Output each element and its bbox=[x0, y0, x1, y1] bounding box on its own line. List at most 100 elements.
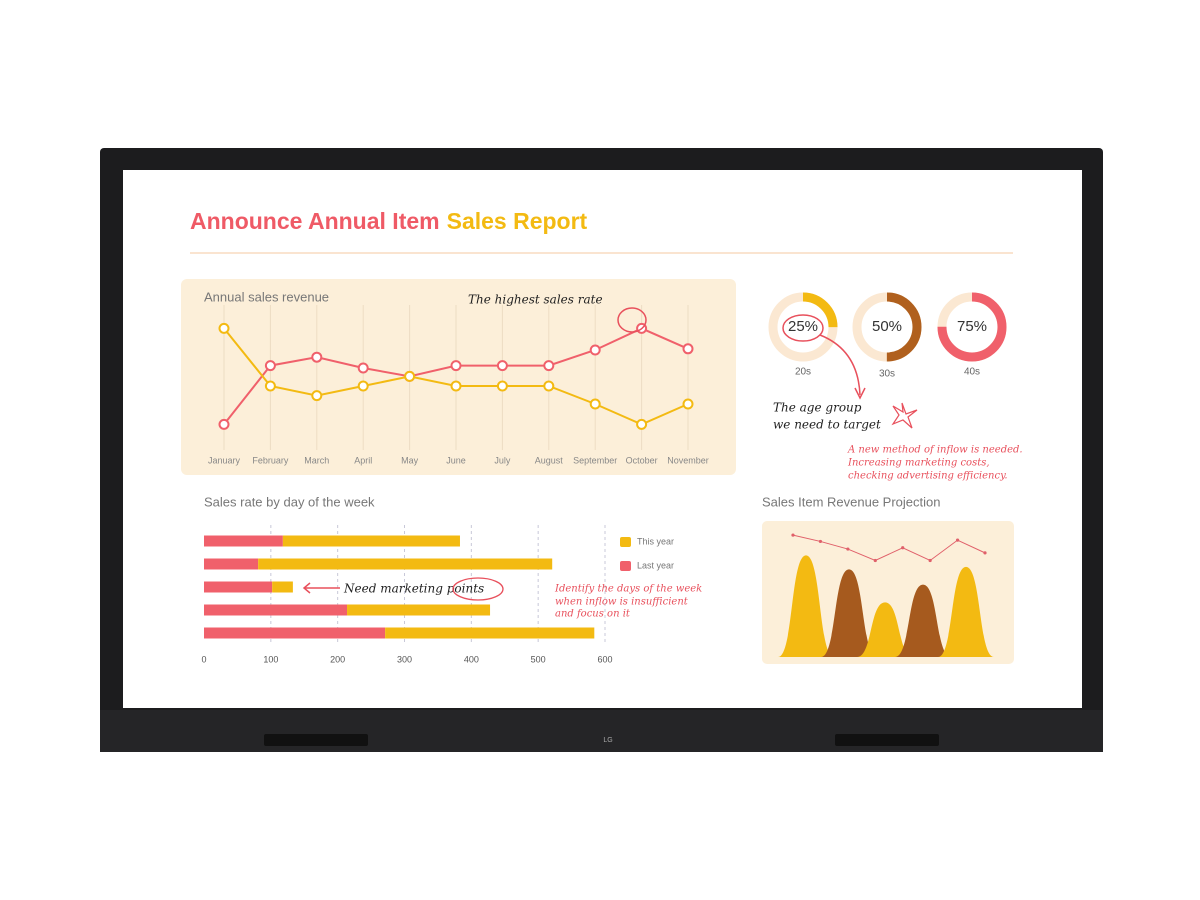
speaker bbox=[835, 734, 939, 746]
donut-value-label: 25% bbox=[788, 318, 818, 335]
speaker bbox=[264, 734, 368, 746]
legend-swatch bbox=[620, 561, 631, 571]
trend-point bbox=[818, 539, 823, 544]
bar-segment bbox=[272, 581, 293, 593]
annotation: we need to target bbox=[773, 418, 881, 432]
annotation: The highest sales rate bbox=[468, 293, 603, 307]
annotations: The highest sales rate The age group we … bbox=[302, 293, 1023, 620]
annotation-star bbox=[891, 402, 918, 429]
x-tick-label: September bbox=[573, 455, 617, 465]
trend-point bbox=[791, 533, 795, 537]
annotation-circle bbox=[452, 577, 504, 601]
annotation: when inflow is insufficient bbox=[555, 597, 689, 608]
bar-segment bbox=[282, 535, 460, 547]
x-tick-label: 600 bbox=[597, 654, 612, 664]
point bbox=[311, 390, 323, 402]
x-tick-label: July bbox=[494, 455, 511, 465]
annotation: Need marketing points bbox=[343, 582, 484, 596]
annotation: checking advertising efficiency. bbox=[848, 471, 1008, 482]
point bbox=[496, 360, 508, 372]
donut-arc bbox=[852, 292, 922, 362]
x-tick-label: 200 bbox=[330, 654, 345, 664]
x-tick-label: February bbox=[252, 455, 289, 465]
bar-segment bbox=[204, 535, 283, 547]
donut-arc bbox=[768, 292, 838, 362]
legend-label: Last year bbox=[637, 560, 674, 570]
x-tick-label: January bbox=[208, 455, 241, 465]
point bbox=[218, 322, 230, 334]
x-tick-label: April bbox=[354, 455, 372, 465]
annotation-arrow bbox=[302, 582, 340, 594]
donut-category: 30s bbox=[879, 369, 895, 380]
title-main: Announce Annual Item bbox=[190, 208, 440, 234]
bar-segment bbox=[204, 558, 259, 570]
point bbox=[636, 418, 648, 430]
trend-point bbox=[983, 551, 987, 555]
point bbox=[404, 370, 416, 382]
point bbox=[218, 418, 230, 430]
peak bbox=[857, 602, 913, 657]
point bbox=[589, 344, 601, 356]
annotation-circle bbox=[617, 307, 647, 333]
point bbox=[543, 380, 555, 392]
bar-segment bbox=[385, 627, 595, 639]
legend-label: This year bbox=[637, 536, 674, 546]
trend-point bbox=[846, 547, 850, 551]
point bbox=[543, 360, 555, 372]
x-tick-label: 500 bbox=[531, 654, 546, 664]
annotation-circle bbox=[782, 314, 824, 342]
donut-value-label: 75% bbox=[957, 318, 987, 335]
x-tick-label: 400 bbox=[464, 654, 479, 664]
chart-title: Sales rate by day of the week bbox=[204, 494, 375, 509]
donut-category: 40s bbox=[964, 367, 980, 378]
bar-segment bbox=[258, 558, 553, 570]
trend-point bbox=[955, 538, 960, 542]
annotation: and focus on it bbox=[555, 609, 631, 620]
chart-title: Sales Item Revenue Projection bbox=[762, 494, 940, 509]
bar-segment bbox=[347, 604, 491, 616]
trend-point bbox=[928, 558, 932, 563]
annotation: The age group bbox=[773, 401, 862, 415]
donut-value-label: 50% bbox=[872, 318, 902, 335]
point bbox=[589, 398, 601, 410]
annotation: Identify the days of the week bbox=[554, 584, 702, 595]
annotation: Increasing marketing costs, bbox=[847, 458, 990, 469]
peak bbox=[778, 555, 834, 657]
x-tick-label: May bbox=[401, 455, 419, 465]
donut-category: 20s bbox=[795, 367, 811, 378]
page-title: Announce Annual Item Sales Report bbox=[190, 208, 588, 234]
annotation-arrow bbox=[819, 334, 861, 396]
legend-swatch bbox=[620, 537, 631, 547]
donut-arc bbox=[937, 292, 1007, 362]
point bbox=[682, 398, 694, 410]
x-tick-label: 0 bbox=[201, 654, 206, 664]
bar-segment bbox=[204, 627, 386, 639]
peak bbox=[821, 569, 877, 657]
x-tick-label: November bbox=[667, 455, 709, 465]
trend-line bbox=[792, 534, 986, 562]
point bbox=[311, 351, 323, 363]
point bbox=[496, 380, 508, 392]
peak bbox=[895, 584, 951, 657]
point bbox=[450, 380, 462, 392]
x-tick-label: June bbox=[446, 455, 466, 465]
point bbox=[264, 360, 276, 372]
x-tick-label: October bbox=[626, 455, 658, 465]
x-tick-label: March bbox=[304, 455, 329, 465]
peak bbox=[938, 566, 994, 657]
line-panel bbox=[181, 279, 736, 475]
annotation: A new method of inflow is needed. bbox=[847, 445, 1023, 456]
bar-segment bbox=[204, 581, 273, 593]
point bbox=[450, 360, 462, 372]
chart-title: Annual sales revenue bbox=[204, 289, 329, 304]
x-tick-label: 100 bbox=[263, 654, 278, 664]
trend-point bbox=[901, 546, 905, 550]
trend-point bbox=[873, 558, 877, 563]
annotation-arrow bbox=[854, 387, 866, 400]
x-tick-label: August bbox=[535, 455, 564, 465]
logo: LG bbox=[603, 737, 612, 744]
point bbox=[264, 380, 276, 392]
display-bottom-bar bbox=[100, 710, 1103, 752]
point bbox=[682, 343, 694, 355]
